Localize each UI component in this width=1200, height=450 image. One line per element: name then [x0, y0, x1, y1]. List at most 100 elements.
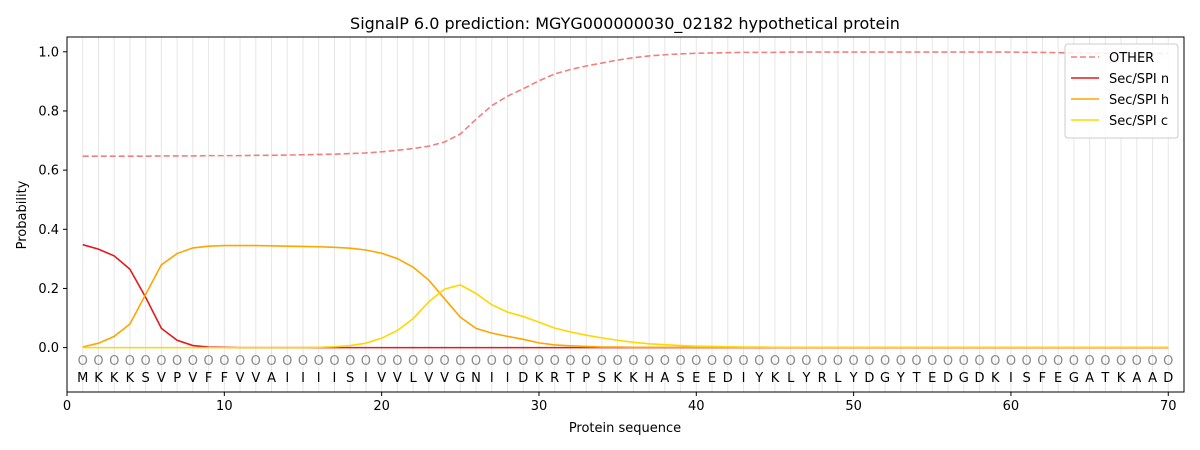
residue-label: V: [251, 371, 260, 386]
residue-marker: O: [361, 354, 371, 369]
residue-label: G: [959, 371, 969, 386]
y-tick-label: 0.2: [38, 282, 59, 297]
residue-label: I: [317, 371, 321, 386]
residue-label: D: [943, 371, 953, 386]
residue-marker: O: [1022, 354, 1032, 369]
residue-label: K: [991, 371, 1000, 386]
series-line-sec-spi-n: [82, 243, 1169, 349]
residue-label: I: [1009, 371, 1013, 386]
legend-entry: Sec/SPI n: [1109, 72, 1169, 87]
series-line-sec-spi-c: [82, 284, 1169, 349]
residue-label: V: [157, 371, 166, 386]
residue-label: M: [77, 371, 88, 386]
residue-label: E: [692, 371, 700, 386]
residue-marker: O: [675, 354, 685, 369]
residue-label: V: [393, 371, 402, 386]
residue-label: A: [1085, 371, 1094, 386]
residue-marker: O: [141, 354, 151, 369]
residue-marker: O: [990, 354, 1000, 369]
residue-label: P: [173, 371, 181, 386]
residue-marker: O: [597, 354, 607, 369]
residue-label: Y: [896, 371, 905, 386]
x-axis-label: Protein sequence: [569, 421, 681, 436]
residue-label: K: [1117, 371, 1126, 386]
residue-label: E: [928, 371, 936, 386]
residue-label: S: [598, 371, 606, 386]
residue-grid: [82, 37, 1169, 392]
residue-marker: O: [1053, 354, 1063, 369]
residue-marker: O: [109, 354, 119, 369]
residue-marker: O: [833, 354, 843, 369]
residue-marker: O: [738, 354, 748, 369]
residue-label: I: [364, 371, 368, 386]
residue-label: I: [333, 371, 337, 386]
residue-marker: O: [770, 354, 780, 369]
residue-marker: O: [896, 354, 906, 369]
residue-marker: O: [392, 354, 402, 369]
residue-marker: O: [377, 354, 387, 369]
residue-label: Y: [849, 371, 858, 386]
residue-label: A: [660, 371, 669, 386]
residue-marker: O: [329, 354, 339, 369]
residue-label: L: [409, 371, 417, 386]
residue-label: G: [455, 371, 465, 386]
residue-label: V: [424, 371, 433, 386]
residue-marker: O: [235, 354, 245, 369]
residue-marker: O: [156, 354, 166, 369]
residue-label: F: [1039, 371, 1046, 386]
x-tick-label: 30: [531, 399, 548, 414]
residue-label: D: [864, 371, 874, 386]
x-tick-label: 60: [1003, 399, 1020, 414]
residue-label: Y: [754, 371, 763, 386]
y-tick-label: 0.8: [38, 104, 59, 119]
residue-label: K: [613, 371, 622, 386]
residue-marker: O: [282, 354, 292, 369]
residue-marker: O: [1069, 354, 1079, 369]
residue-label: S: [142, 371, 150, 386]
residue-label: V: [188, 371, 197, 386]
legend: OTHER Sec/SPI n Sec/SPI h Sec/SPI c: [1064, 43, 1179, 139]
residue-marker: O: [203, 354, 213, 369]
y-axis-label: Probability: [15, 180, 30, 249]
residue-marker: O: [93, 354, 103, 369]
residue-label: K: [94, 371, 103, 386]
x-tick-label: 70: [1160, 399, 1177, 414]
residue-label: I: [506, 371, 510, 386]
residue-marker: O: [801, 354, 811, 369]
chart-title: SignalP 6.0 prediction: MGYG000000030_02…: [350, 14, 900, 34]
residue-label: Y: [801, 371, 810, 386]
residue-marker: O: [471, 354, 481, 369]
residue-marker: O: [959, 354, 969, 369]
residue-label: K: [629, 371, 638, 386]
residue-marker: O: [172, 354, 182, 369]
x-tick-label: 0: [63, 399, 71, 414]
residue-marker: O: [644, 354, 654, 369]
x-tick-label: 40: [688, 399, 705, 414]
y-tick-label: 0.4: [38, 223, 59, 238]
residue-label: I: [285, 371, 289, 386]
residue-marker: O: [518, 354, 528, 369]
residue-marker: O: [1037, 354, 1047, 369]
residue-marker: O: [251, 354, 261, 369]
residue-marker: O: [266, 354, 276, 369]
x-tick-label: 50: [845, 399, 862, 414]
legend-box: [1064, 43, 1179, 139]
residue-marker: O: [1084, 354, 1094, 369]
residue-marker: O: [660, 354, 670, 369]
residue-label: N: [471, 371, 481, 386]
plot-frame: [66, 36, 1185, 393]
residue-label: A: [267, 371, 276, 386]
residue-marker: O: [864, 354, 874, 369]
residue-marker: O: [723, 354, 733, 369]
legend-entry: Sec/SPI c: [1109, 114, 1168, 129]
residue-label: K: [535, 371, 544, 386]
residue-marker: O: [298, 354, 308, 369]
residue-marker: O: [408, 354, 418, 369]
residue-label: G: [880, 371, 890, 386]
residue-label: D: [518, 371, 528, 386]
residue-label: L: [787, 371, 795, 386]
x-axis-ticks: 0 10 20 30 40 50 60 70: [63, 392, 1177, 414]
residue-marker: O: [125, 354, 135, 369]
residue-label: E: [708, 371, 716, 386]
residue-label: T: [912, 371, 921, 386]
